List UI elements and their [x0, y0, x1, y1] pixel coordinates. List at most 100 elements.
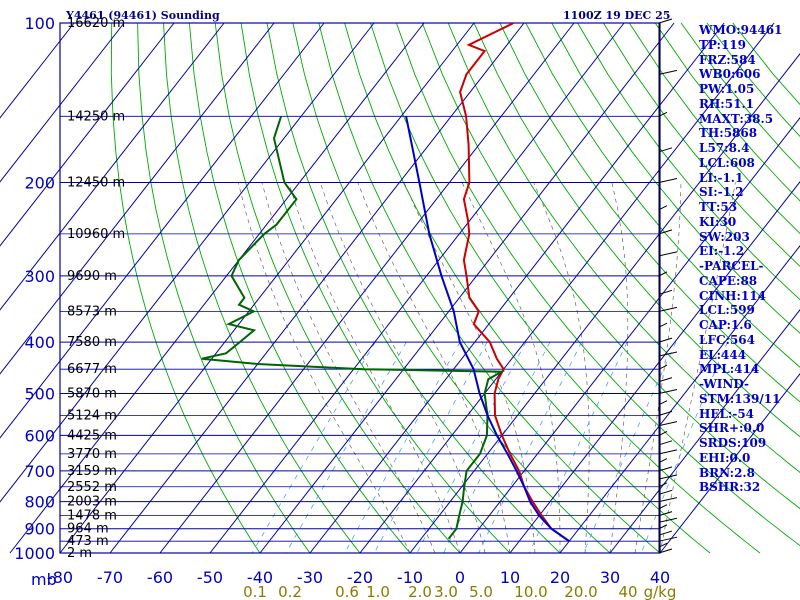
- isotherm: [109, 22, 525, 554]
- index-item: LFC:564: [699, 332, 755, 347]
- index-item: PW:1.05: [699, 82, 755, 96]
- wind-barb: [658, 351, 678, 357]
- moist-adiabat: [403, 182, 536, 554]
- height-label: 7580 m: [67, 335, 117, 350]
- temperature-tick-label: -50: [197, 568, 223, 587]
- isotherm: [0, 22, 375, 503]
- height-label: 9690 m: [67, 269, 117, 284]
- wind-barb: [658, 205, 668, 211]
- isotherm: [9, 22, 425, 554]
- mixing-ratio-label: 0.2: [278, 583, 302, 600]
- index-item: CINH:114: [699, 288, 766, 303]
- wind-barb: [658, 69, 678, 75]
- height-label: 14250 m: [67, 109, 125, 124]
- wind-barb: [658, 536, 678, 542]
- mixing-ratio-label: 10.0: [514, 583, 547, 600]
- wind-barb: [658, 364, 668, 370]
- index-item: EI:-1.2: [699, 244, 745, 259]
- height-label: 6677 m: [67, 362, 117, 377]
- wind-barb: [658, 449, 678, 455]
- mixing-ratio-label: 0.1: [243, 583, 267, 600]
- sounding-title: Y4461 (94461) Sounding: [66, 9, 220, 22]
- height-label: 10960 m: [67, 227, 125, 242]
- wind-barb: [658, 504, 668, 510]
- index-item: -WIND-: [699, 377, 749, 391]
- wind-barb: [658, 530, 673, 536]
- height-label: 473 m: [67, 534, 109, 549]
- wind-barb: [658, 458, 668, 463]
- index-item: FRZ:584: [699, 52, 756, 67]
- wind-barb: [658, 377, 673, 383]
- isotherm: [259, 22, 675, 554]
- index-item: TP:119: [699, 37, 747, 52]
- temperature-tick-label: -40: [247, 568, 273, 587]
- height-label: 2003 m: [67, 495, 117, 510]
- moist-adiabat: [634, 182, 682, 554]
- temperature-tick-label: 20: [550, 568, 570, 587]
- isotherm: [0, 22, 325, 439]
- mixing-ratio-label: 5.0: [469, 583, 493, 600]
- index-item: EL:444: [699, 347, 747, 362]
- dry-adiabat: [577, 22, 800, 301]
- wind-barb: [658, 322, 668, 328]
- height-label: 3770 m: [67, 447, 117, 462]
- wind-barb: [658, 517, 678, 523]
- index-item: TT:53: [699, 200, 738, 214]
- height-label: 2552 m: [67, 480, 117, 495]
- y-axis-label: mb: [31, 570, 57, 589]
- index-item: WMO:94461: [699, 23, 783, 37]
- isotherm: [209, 22, 625, 554]
- pressure-tick-label: 600: [24, 426, 55, 445]
- indices-panel: WMO:94461 TP:119 FRZ:584 WB0:606 PW:1.05 RH:5…: [699, 23, 800, 495]
- wind-barb: [658, 430, 668, 436]
- index-item: SI:-1.2: [699, 185, 744, 200]
- pressure-tick-label: 200: [24, 174, 55, 193]
- temperature-tick-label: -70: [97, 568, 123, 587]
- temperature-tick-label: -10: [397, 568, 423, 587]
- height-label: 3159 m: [67, 464, 117, 479]
- isotherm: [0, 22, 125, 183]
- height-label: 964 m: [67, 522, 109, 537]
- index-item: WB0:606: [699, 67, 761, 82]
- temperature-tick-label: 40: [650, 568, 670, 587]
- temperature-tick-label: -20: [347, 568, 373, 587]
- index-item: RH:51.1: [699, 96, 754, 111]
- wind-barb: [658, 440, 673, 446]
- temperature-tick-label: 10: [500, 568, 520, 587]
- wind-barb: [658, 229, 673, 235]
- temperature-tick-label: 30: [600, 568, 620, 587]
- sounding-time: 1100Z 19 DEC 25: [563, 9, 671, 22]
- pressure-tick-label: 1000: [14, 544, 55, 563]
- temperature-tick-label: -60: [147, 568, 173, 587]
- isotherm: [609, 308, 800, 554]
- isotherm: [559, 244, 800, 554]
- index-item: TH:5868: [699, 126, 758, 141]
- moist-adiabat: [609, 182, 629, 554]
- mixing-ratio-label: g/kg: [644, 583, 677, 600]
- wind-barb: [658, 111, 668, 117]
- wind-barb: [658, 410, 673, 416]
- dewpoint-line: [201, 115, 506, 540]
- wind-barb: [658, 337, 673, 343]
- index-item: CAPE:88: [699, 273, 758, 288]
- moist-adiabat: [319, 182, 486, 554]
- mixing-ratio-label: 3.0: [434, 583, 458, 600]
- wind-barb: [658, 542, 668, 548]
- index-item: MAXT:38.5: [699, 111, 774, 126]
- wind-barb: [658, 289, 673, 295]
- height-label: 16620 m: [67, 16, 125, 31]
- isotherm: [59, 22, 475, 554]
- height-label: 1478 m: [67, 509, 117, 524]
- temperature-tick-label: 0: [455, 568, 465, 587]
- mixing-ratio-label: 0.6: [335, 583, 359, 600]
- wind-barb: [658, 147, 673, 153]
- isotherm: [0, 22, 175, 247]
- index-item: EHI:0.0: [699, 450, 751, 465]
- isotherm: [0, 22, 275, 375]
- index-item: MPL:414: [699, 362, 760, 377]
- moist-adiabat: [533, 182, 590, 554]
- temperature-tick-label: -30: [297, 568, 323, 587]
- wind-barb: [658, 489, 673, 495]
